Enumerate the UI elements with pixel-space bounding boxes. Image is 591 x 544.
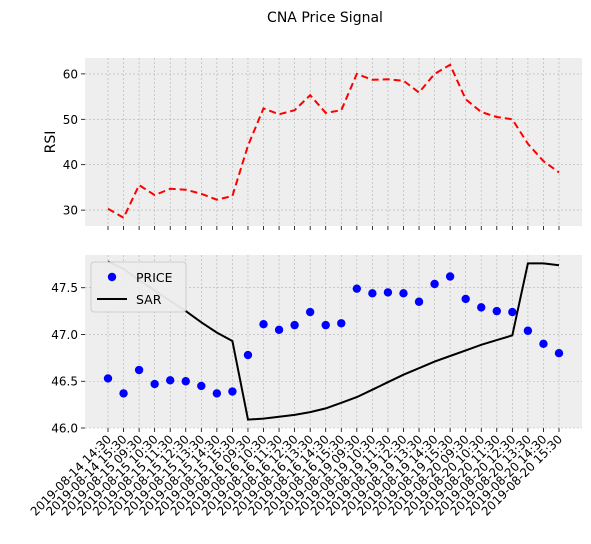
price-point — [383, 288, 393, 297]
price-point — [352, 284, 362, 293]
price-point — [414, 297, 424, 306]
price-point — [368, 289, 377, 298]
y-tick-label: 47.0 — [51, 328, 78, 342]
price-point — [274, 325, 284, 335]
y-tick-label: 40 — [63, 158, 78, 172]
price-point — [290, 320, 299, 330]
figure-title: CNA Price Signal — [267, 10, 383, 26]
y-axis-label: RSI — [43, 131, 59, 154]
price-point — [430, 279, 439, 289]
price-point — [119, 389, 128, 398]
price-point — [243, 350, 253, 360]
price-point — [134, 365, 144, 375]
price-point — [461, 294, 470, 304]
price-point — [259, 320, 268, 329]
price-point — [508, 307, 517, 317]
price-point — [477, 303, 486, 312]
price-point — [554, 348, 564, 358]
y-tick-label: 47.5 — [51, 281, 78, 295]
price-point — [305, 307, 315, 317]
price-point — [166, 376, 175, 385]
y-tick-label: 60 — [63, 67, 78, 81]
legend-price-label: PRICE — [136, 270, 173, 285]
plot-area — [85, 58, 582, 226]
y-tick-label: 46.5 — [51, 375, 78, 389]
price-point — [399, 289, 408, 298]
legend-sar-label: SAR — [136, 292, 162, 307]
y-tick-label: 30 — [63, 204, 78, 218]
y-tick-label: 50 — [63, 113, 78, 127]
price-point — [150, 379, 159, 389]
rsi-panel: 30 40 50 60 RSI — [43, 58, 582, 230]
price-point — [212, 389, 222, 398]
price-point — [103, 374, 113, 383]
price-point — [539, 339, 548, 349]
legend: PRICE SAR — [90, 261, 187, 313]
rsi-series-line — [107, 63, 560, 220]
price-point — [492, 306, 501, 316]
price-point — [523, 326, 533, 335]
y-tick-label: 46.0 — [51, 422, 78, 436]
price-point — [445, 272, 455, 281]
price-point — [228, 387, 237, 396]
price-point — [337, 319, 346, 328]
legend-price-marker — [107, 272, 117, 282]
price-point — [181, 377, 190, 386]
price-point — [197, 381, 206, 391]
price-point — [321, 320, 330, 330]
